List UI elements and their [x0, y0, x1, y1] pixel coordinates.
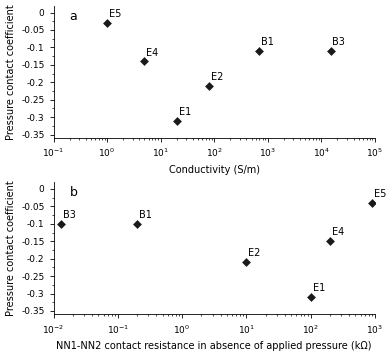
- Text: B3: B3: [332, 37, 345, 47]
- Point: [58, 221, 64, 227]
- Point: [134, 221, 140, 227]
- Text: E4: E4: [332, 227, 344, 237]
- Text: a: a: [69, 10, 77, 22]
- Text: E4: E4: [146, 47, 158, 57]
- Y-axis label: Pressure contact coefficient: Pressure contact coefficient: [5, 4, 16, 140]
- Point: [256, 48, 263, 54]
- Point: [142, 59, 148, 64]
- Text: b: b: [69, 186, 78, 199]
- Text: E2: E2: [249, 248, 261, 258]
- Point: [174, 118, 180, 124]
- Point: [307, 294, 314, 300]
- X-axis label: NN1-NN2 contact resistance in absence of applied pressure (kΩ): NN1-NN2 contact resistance in absence of…: [56, 341, 372, 351]
- Point: [206, 83, 212, 89]
- Y-axis label: Pressure contact coefficient: Pressure contact coefficient: [5, 180, 16, 316]
- Point: [104, 20, 110, 26]
- Text: E5: E5: [109, 9, 121, 19]
- Text: E1: E1: [178, 107, 191, 117]
- Point: [369, 200, 375, 206]
- Point: [328, 48, 334, 54]
- Text: E1: E1: [313, 283, 325, 293]
- Text: B1: B1: [139, 210, 152, 220]
- Point: [243, 259, 249, 265]
- X-axis label: Conductivity (S/m): Conductivity (S/m): [169, 165, 260, 175]
- Text: B3: B3: [63, 210, 76, 220]
- Text: B1: B1: [261, 37, 274, 47]
- Point: [327, 238, 333, 244]
- Text: E2: E2: [211, 72, 223, 82]
- Text: E5: E5: [374, 189, 387, 199]
